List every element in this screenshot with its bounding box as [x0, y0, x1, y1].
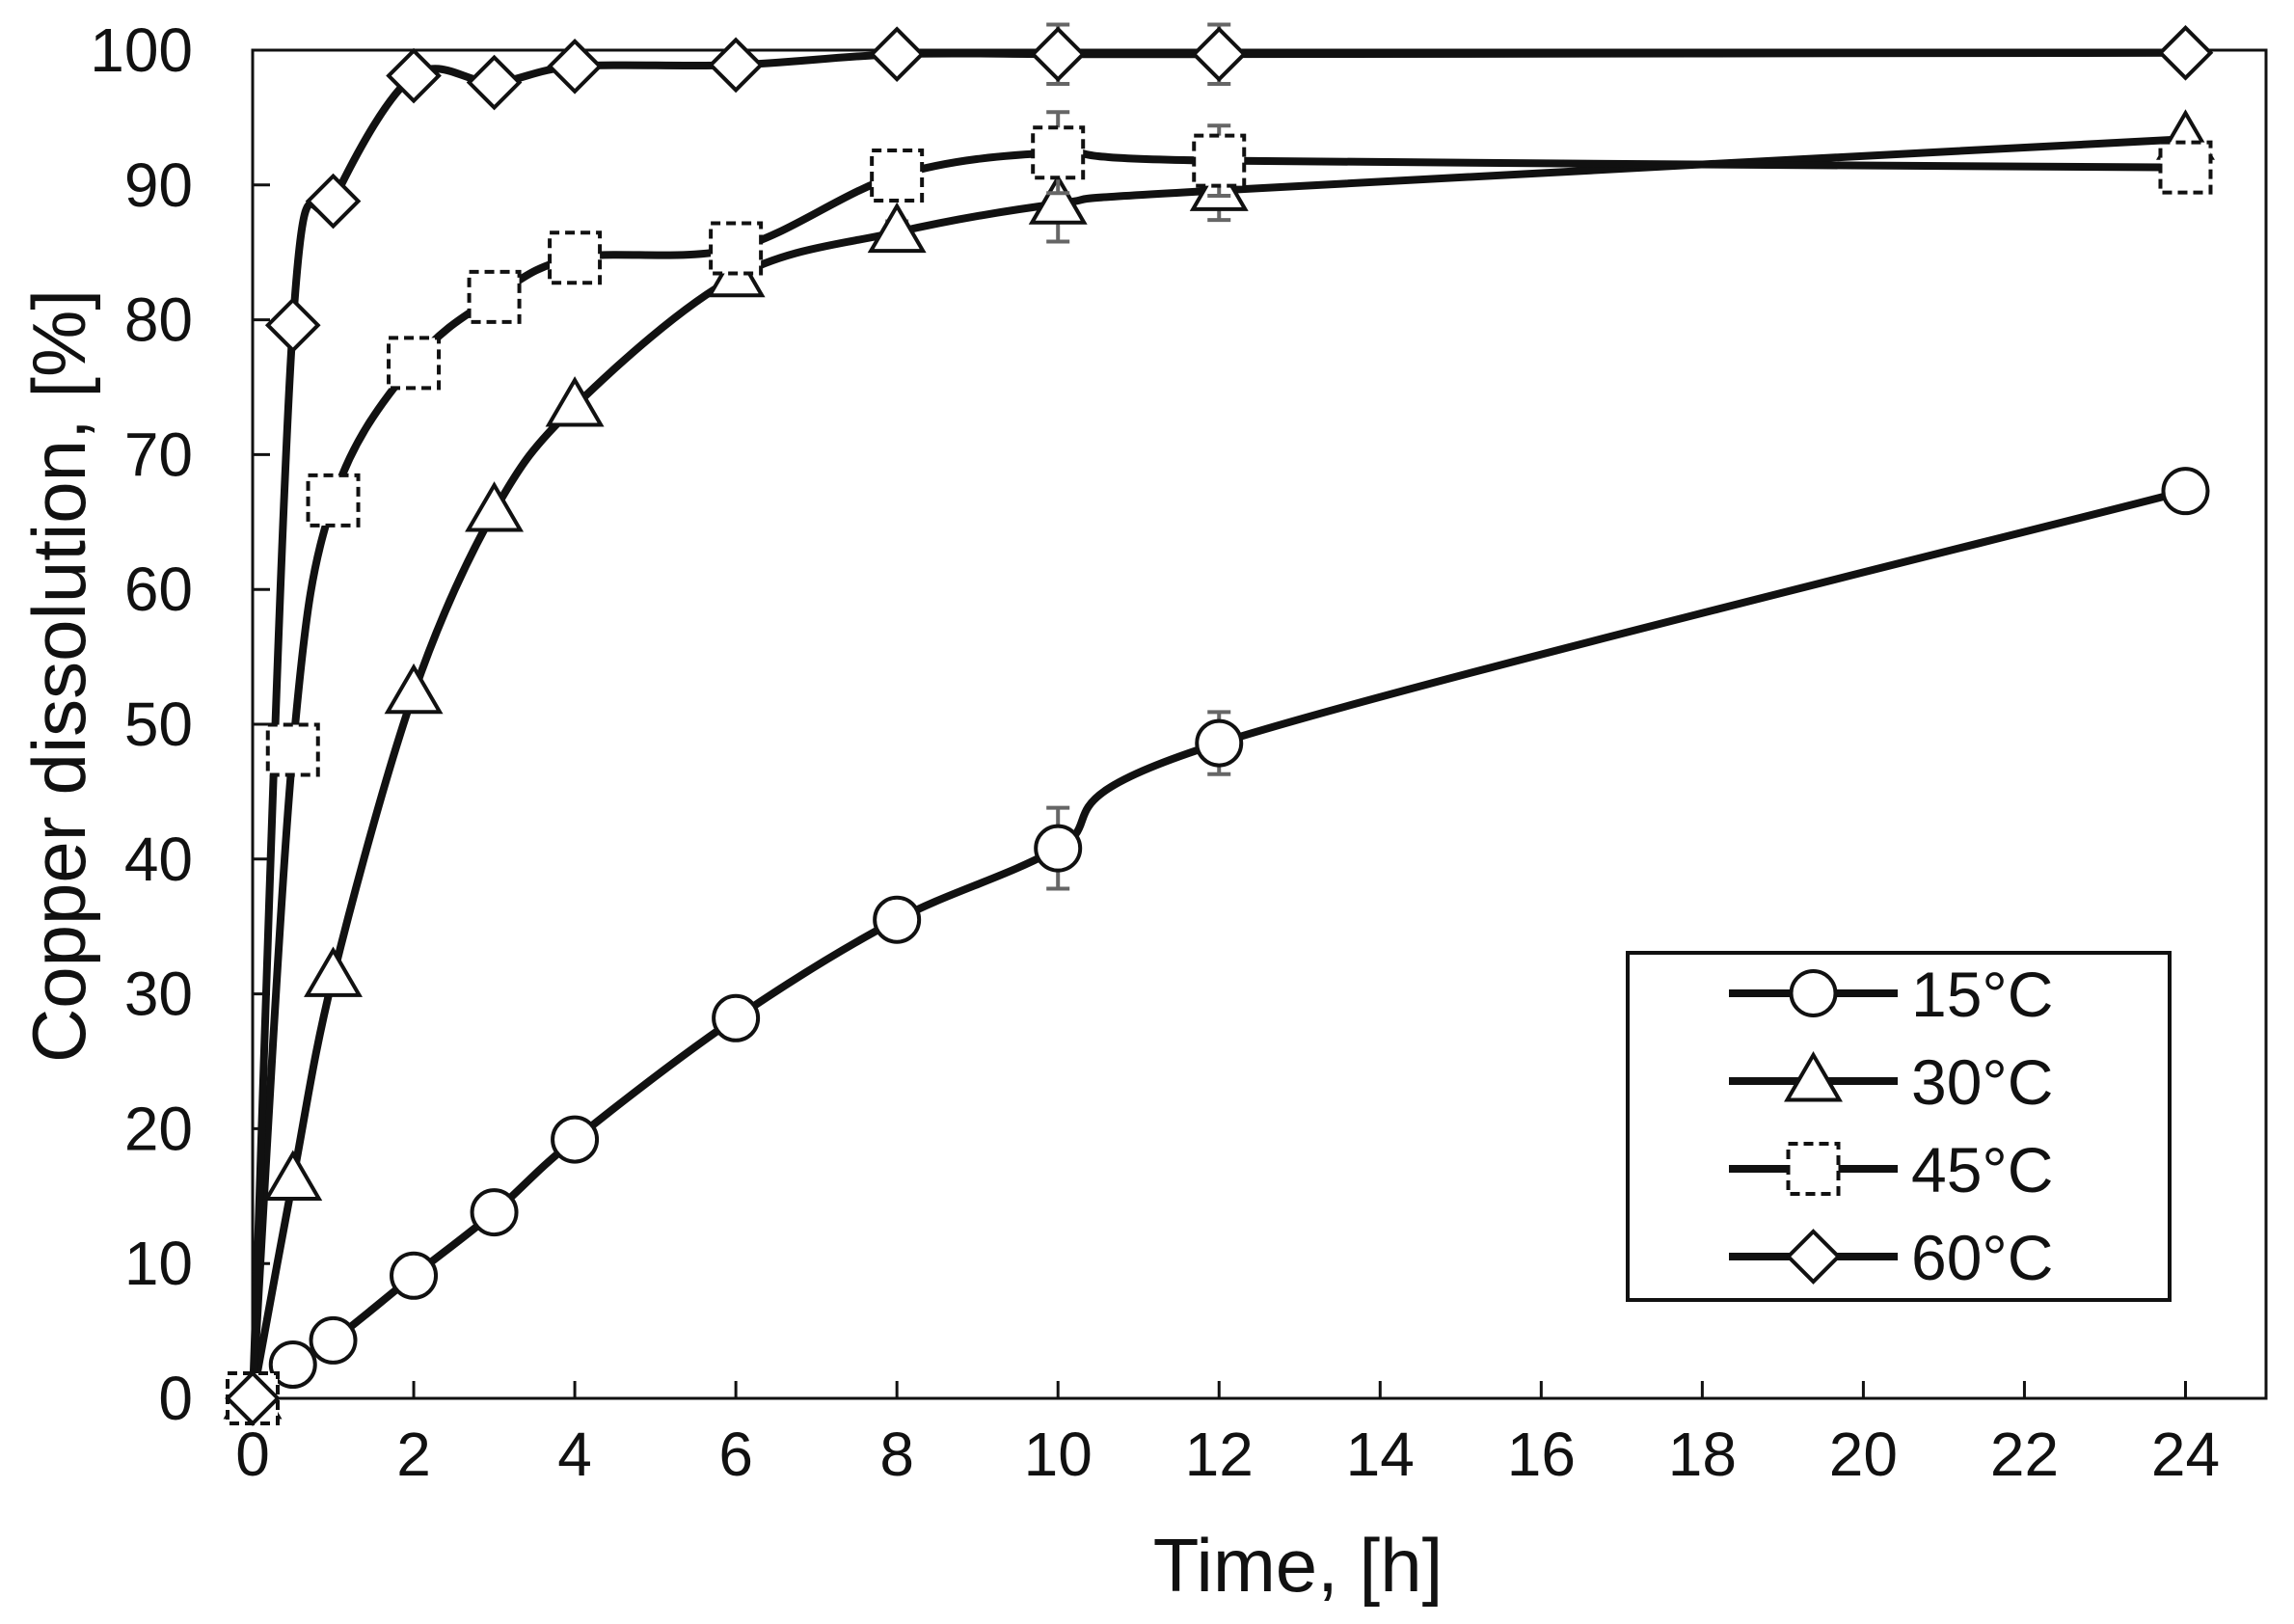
x-tick-label: 10 — [1024, 1420, 1093, 1489]
data-point-45C — [1031, 125, 1086, 180]
x-tick-label: 16 — [1507, 1420, 1576, 1489]
data-point-15C — [470, 1188, 519, 1237]
data-point-45C — [306, 473, 361, 528]
x-tick-label: 20 — [1829, 1420, 1898, 1489]
x-tick-label: 24 — [2151, 1420, 2220, 1489]
data-point-60C — [386, 47, 442, 104]
data-point-60C — [2157, 24, 2214, 81]
y-tick-label: 30 — [124, 960, 193, 1029]
x-tick-label: 12 — [1185, 1420, 1254, 1489]
data-point-15C — [712, 993, 761, 1042]
x-tick-label: 4 — [557, 1420, 592, 1489]
data-point-60C — [264, 297, 321, 354]
x-axis-title: Time, [h] — [1153, 1523, 1444, 1608]
legend-marker-15C — [1789, 969, 1838, 1017]
data-point-60C — [708, 37, 764, 94]
y-tick-label: 50 — [124, 690, 193, 759]
data-point-45C — [2158, 140, 2213, 195]
data-point-30C — [465, 481, 525, 532]
legend-marker-60C — [1785, 1229, 1842, 1285]
y-tick-label: 10 — [124, 1229, 193, 1298]
data-point-15C — [551, 1115, 600, 1164]
data-point-15C — [1195, 718, 1244, 768]
x-tick-label: 6 — [718, 1420, 753, 1489]
data-point-60C — [869, 26, 925, 83]
legend-label-45C: 45°C — [1911, 1134, 2053, 1205]
y-tick-label: 40 — [124, 825, 193, 894]
data-point-30C — [263, 1150, 323, 1201]
x-tick-label: 14 — [1346, 1420, 1415, 1489]
data-point-30C — [304, 946, 363, 997]
data-point-45C — [709, 221, 764, 276]
data-point-15C — [268, 1340, 317, 1390]
data-point-15C — [309, 1315, 358, 1365]
data-point-30C — [867, 202, 927, 254]
x-tick-label: 8 — [879, 1420, 914, 1489]
data-point-60C — [466, 54, 523, 111]
y-tick-label: 20 — [124, 1094, 193, 1163]
legend-marker-30C — [1784, 1051, 1843, 1102]
legend-marker-45C — [1786, 1142, 1841, 1196]
legend: 15°C 30°C 45°C 60°C — [1626, 951, 2172, 1302]
y-tick-label: 100 — [90, 15, 193, 85]
y-tick-label: 70 — [124, 420, 193, 489]
data-point-30C — [1028, 174, 1088, 225]
data-point-15C — [873, 895, 922, 944]
x-tick-label: 22 — [1990, 1420, 2059, 1489]
legend-box — [1626, 951, 2172, 1302]
data-point-30C — [384, 663, 444, 715]
data-point-15C — [1034, 824, 1083, 873]
data-point-60C — [1191, 26, 1248, 83]
x-tick-label: 0 — [235, 1420, 270, 1489]
legend-label-30C: 30°C — [1911, 1046, 2053, 1118]
data-point-45C — [467, 269, 522, 324]
legend-label-15C: 15°C — [1911, 959, 2053, 1030]
series-line-45C — [249, 148, 2190, 1402]
data-point-60C — [305, 173, 362, 230]
data-point-60C — [547, 38, 603, 95]
series-line-30C — [249, 135, 2190, 1402]
series-line-15C — [249, 487, 2190, 1402]
y-tick-label: 90 — [124, 150, 193, 220]
data-point-45C — [387, 336, 442, 391]
data-point-45C — [548, 230, 603, 285]
data-point-15C — [2161, 467, 2210, 516]
x-tick-label: 2 — [396, 1420, 431, 1489]
data-point-60C — [225, 1370, 281, 1426]
y-tick-label: 0 — [158, 1364, 193, 1433]
data-point-30C — [545, 376, 605, 427]
data-point-60C — [1030, 26, 1087, 83]
y-axis-title: Copper dissolution, [%] — [16, 289, 101, 1063]
legend-label-60C: 60°C — [1911, 1222, 2053, 1293]
data-point-45C — [1192, 133, 1247, 188]
data-point-45C — [870, 149, 925, 203]
y-tick-label: 80 — [124, 285, 193, 355]
y-tick-label: 60 — [124, 555, 193, 624]
x-tick-label: 18 — [1668, 1420, 1737, 1489]
data-point-15C — [390, 1251, 439, 1300]
data-point-45C — [265, 722, 320, 777]
